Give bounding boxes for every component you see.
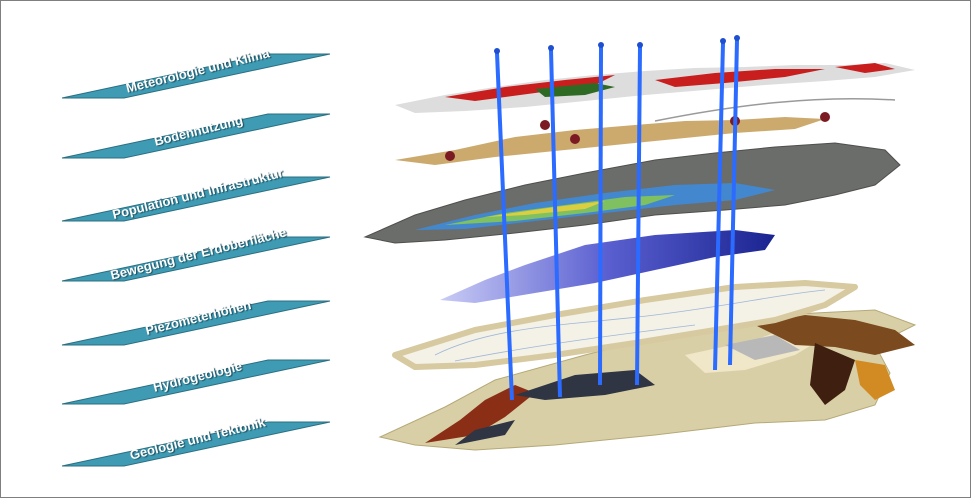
geology-layer <box>378 309 917 451</box>
layer-label-climate-layer: Meteorologie und Klima <box>58 40 338 100</box>
label-parallelogram <box>61 176 331 222</box>
layer-label-geology-layer: Geologie und Tektonik <box>58 408 338 468</box>
climate-layer <box>395 63 915 113</box>
layer-label-infrastructure-layer: Population und Infrastruktur <box>58 163 338 223</box>
layer-label-ground-motion-layer: Bewegung der Erdoberfläche <box>58 223 338 283</box>
label-parallelogram <box>61 300 331 346</box>
layer-label-piezometric-layer: Piezometerhöhen <box>58 287 338 347</box>
layer-label-hydrogeology-layer: Hydrogeologie <box>58 346 338 406</box>
layer-stack-illustration <box>363 35 917 451</box>
label-parallelogram <box>61 113 331 159</box>
label-parallelogram <box>61 53 331 99</box>
label-parallelogram <box>61 421 331 467</box>
piezometric-layer <box>440 230 775 303</box>
layer-label-land-use-layer: Bodennutzung <box>58 100 338 160</box>
well-columns <box>494 35 740 401</box>
label-parallelogram <box>61 236 331 282</box>
label-parallelogram <box>61 359 331 405</box>
